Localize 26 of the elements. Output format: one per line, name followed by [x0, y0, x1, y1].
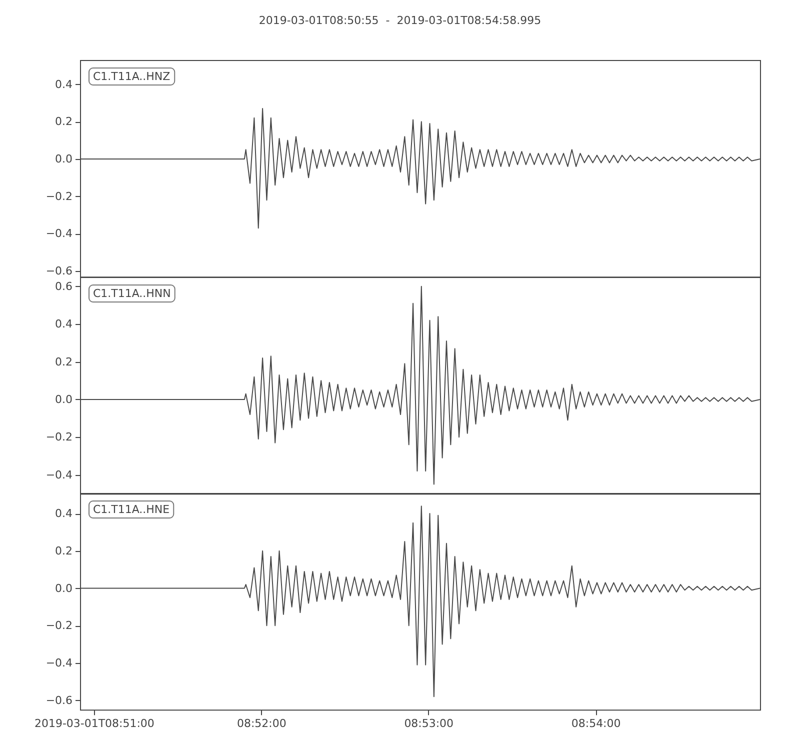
y-tick-label: −0.2 — [46, 190, 73, 203]
y-tick-label: 0.4 — [55, 507, 73, 520]
y-tick-label: −0.4 — [46, 468, 73, 481]
y-tick-label: 0.2 — [55, 115, 73, 128]
y-tick-label: −0.6 — [46, 264, 73, 278]
y-tick-label: −0.4 — [46, 227, 73, 240]
annotation: C1.T11A..HNZ — [93, 70, 171, 83]
y-tick-label: 0.6 — [55, 280, 73, 293]
y-tick-label: 0.2 — [55, 544, 73, 558]
annotation: C1.T11A..HNE — [93, 503, 170, 516]
y-tick-label: 0.0 — [55, 392, 73, 406]
y-tick-label: −0.4 — [46, 656, 73, 670]
y-tick-label: 0.2 — [55, 354, 73, 368]
chart-title: 2019-03-01T08:50:55 - 2019-03-01T08:54:58.995 — [258, 14, 542, 27]
y-tick-label: 0.4 — [55, 78, 73, 91]
y-tick-label: 0.0 — [55, 152, 73, 166]
x-tick-label: 08:52:00 — [236, 717, 286, 730]
y-tick-label: 0.0 — [55, 582, 73, 596]
annotation: C1.T11A..HNN — [93, 286, 171, 300]
y-tick-label: 0.4 — [55, 317, 73, 330]
x-tick-label: 08:54:00 — [571, 717, 621, 730]
x-tick-label: 08:53:00 — [404, 717, 454, 730]
y-tick-label: −0.2 — [46, 430, 73, 444]
y-tick-label: −0.6 — [46, 694, 73, 708]
y-tick-label: −0.2 — [46, 619, 73, 632]
x-tick-label: 2019-03-01T08:51:00 — [34, 717, 154, 730]
